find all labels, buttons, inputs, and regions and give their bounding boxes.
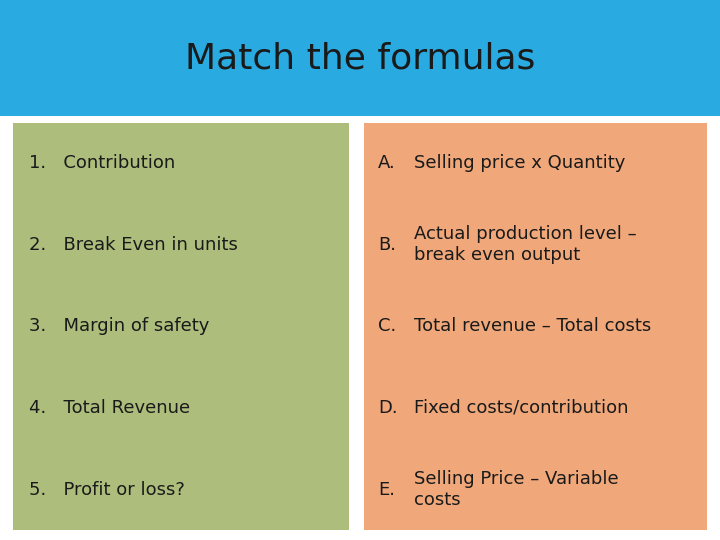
Text: 3.   Margin of safety: 3. Margin of safety <box>29 318 210 335</box>
Text: Selling Price – Variable
costs: Selling Price – Variable costs <box>414 470 618 509</box>
Text: E.: E. <box>378 481 395 498</box>
Text: 1.   Contribution: 1. Contribution <box>29 154 175 172</box>
FancyBboxPatch shape <box>0 0 720 116</box>
Text: Total revenue – Total costs: Total revenue – Total costs <box>414 318 652 335</box>
FancyBboxPatch shape <box>13 123 349 530</box>
FancyBboxPatch shape <box>364 123 707 530</box>
Text: 4.   Total Revenue: 4. Total Revenue <box>29 399 190 417</box>
Text: Actual production level –
break even output: Actual production level – break even out… <box>414 226 636 264</box>
Text: 5.   Profit or loss?: 5. Profit or loss? <box>29 481 184 498</box>
Text: D.: D. <box>378 399 397 417</box>
Text: B.: B. <box>378 236 396 254</box>
Text: A.: A. <box>378 154 396 172</box>
Text: 2.   Break Even in units: 2. Break Even in units <box>29 236 238 254</box>
Text: Match the formulas: Match the formulas <box>185 41 535 75</box>
Text: C.: C. <box>378 318 396 335</box>
Text: Fixed costs/contribution: Fixed costs/contribution <box>414 399 629 417</box>
Text: Selling price x Quantity: Selling price x Quantity <box>414 154 626 172</box>
